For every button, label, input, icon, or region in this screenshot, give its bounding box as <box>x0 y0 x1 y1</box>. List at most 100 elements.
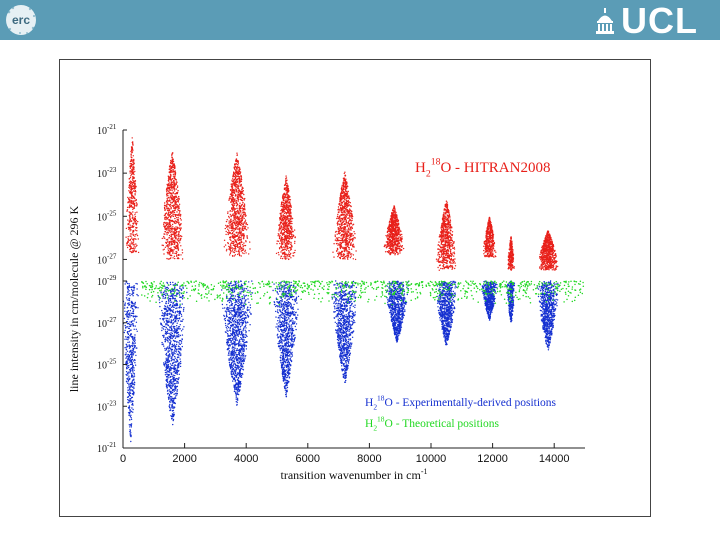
data-point <box>136 244 138 247</box>
data-point <box>284 248 286 250</box>
data-point <box>442 229 444 231</box>
data-point <box>242 209 244 211</box>
data-point <box>345 236 348 238</box>
data-point <box>132 211 134 213</box>
data-point <box>168 215 171 217</box>
data-point <box>234 248 237 250</box>
data-point <box>397 222 400 224</box>
data-point <box>237 197 240 199</box>
data-point <box>231 186 233 188</box>
data-point <box>166 203 168 206</box>
data-point <box>387 234 389 236</box>
data-point <box>132 215 134 217</box>
data-point <box>348 201 350 203</box>
data-point <box>388 243 390 245</box>
data-point <box>390 252 392 254</box>
data-point <box>177 240 180 242</box>
data-point <box>132 241 134 244</box>
data-point <box>396 251 398 253</box>
data-point <box>175 188 178 190</box>
data-point <box>441 252 443 254</box>
data-point <box>179 235 182 237</box>
data-point <box>248 253 250 255</box>
data-point <box>280 231 283 233</box>
data-point <box>290 246 292 249</box>
data-point <box>485 241 487 243</box>
data-point <box>130 182 132 184</box>
data-point <box>393 236 396 238</box>
data-point <box>487 250 489 252</box>
data-point <box>385 247 388 249</box>
data-point <box>442 227 444 229</box>
data-point <box>351 217 353 220</box>
data-point <box>239 234 241 236</box>
data-point <box>171 220 173 222</box>
data-point <box>129 183 131 186</box>
data-point <box>127 236 129 238</box>
data-point <box>136 234 139 237</box>
data-point <box>230 201 232 203</box>
data-point <box>282 210 285 212</box>
data-point <box>168 171 171 173</box>
data-point <box>443 209 445 211</box>
data-point <box>451 253 453 256</box>
data-point <box>236 167 238 169</box>
data-point <box>131 173 134 175</box>
data-point <box>234 238 236 241</box>
data-point <box>165 232 168 234</box>
data-point <box>393 219 395 221</box>
data-point <box>334 234 336 236</box>
data-point <box>353 231 355 233</box>
data-point <box>486 230 489 232</box>
data-point <box>388 245 391 247</box>
data-point <box>243 222 245 224</box>
data-point <box>339 218 341 220</box>
data-point <box>489 245 491 248</box>
data-point <box>170 208 172 210</box>
data-point <box>134 190 136 193</box>
data-point <box>173 176 176 178</box>
data-point <box>279 221 282 223</box>
data-point <box>446 203 448 205</box>
data-point <box>169 195 172 197</box>
data-point <box>444 235 446 237</box>
data-point <box>485 234 488 236</box>
data-point <box>344 210 346 212</box>
data-point <box>354 258 357 261</box>
data-point <box>224 244 227 246</box>
data-point <box>440 226 442 229</box>
data-point <box>233 255 236 257</box>
data-point <box>284 222 286 224</box>
data-point <box>341 241 344 244</box>
data-point <box>223 239 226 241</box>
data-point <box>284 188 286 190</box>
data-point <box>346 250 348 253</box>
data-point <box>342 226 344 229</box>
data-point <box>169 225 171 227</box>
data-point <box>285 175 287 177</box>
data-point <box>392 222 394 224</box>
data-point <box>284 196 287 198</box>
data-point <box>167 196 170 199</box>
data-point <box>245 240 247 242</box>
data-point <box>173 207 175 209</box>
data-point <box>338 229 340 231</box>
data-point <box>127 196 129 199</box>
data-point <box>343 249 345 252</box>
data-point <box>397 253 399 256</box>
data-point <box>281 246 283 249</box>
data-point <box>399 250 401 252</box>
data-point <box>235 217 238 219</box>
data-point <box>401 237 403 240</box>
data-point <box>444 233 447 236</box>
data-point <box>340 237 342 239</box>
data-point <box>241 188 243 191</box>
data-point <box>343 236 345 238</box>
data-point <box>236 160 238 163</box>
data-point <box>337 254 340 256</box>
data-point <box>444 229 447 231</box>
data-point <box>167 184 169 187</box>
data-point <box>176 221 178 224</box>
data-point <box>339 200 341 202</box>
data-point <box>290 205 292 207</box>
